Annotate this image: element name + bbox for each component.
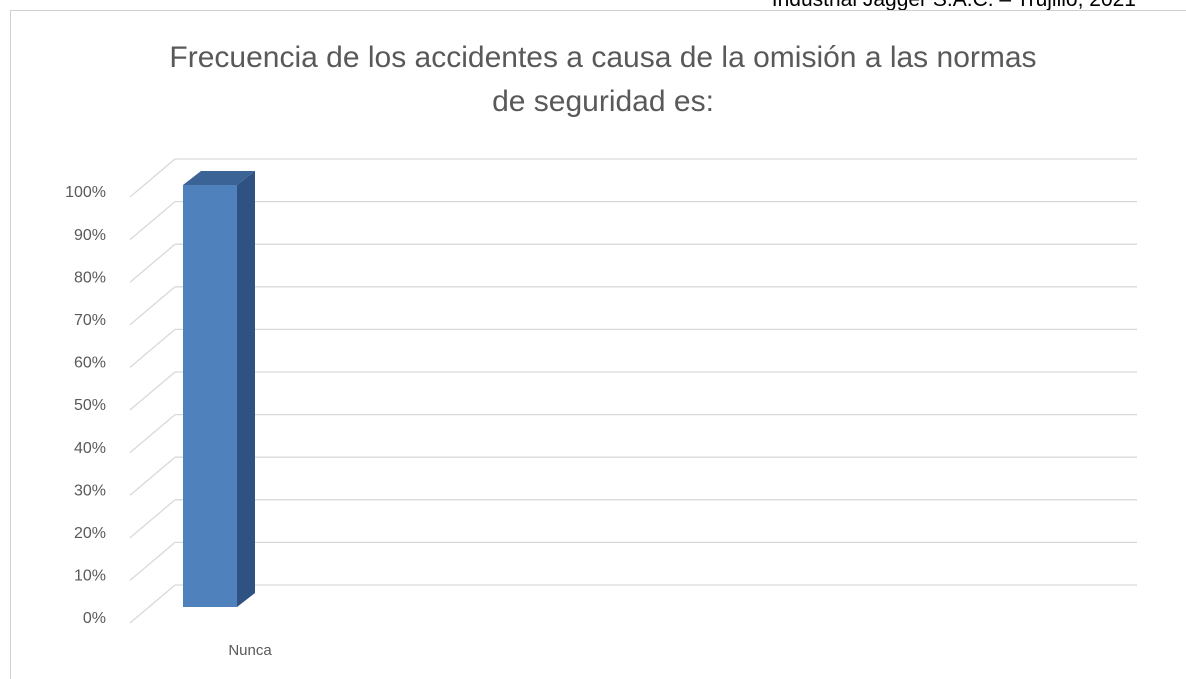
grid-line-side bbox=[129, 243, 176, 283]
chart-frame bbox=[10, 10, 1186, 679]
bar bbox=[183, 171, 255, 607]
bar-side bbox=[237, 171, 255, 607]
grid-line-side bbox=[129, 414, 176, 454]
grid-line-side bbox=[129, 371, 176, 411]
y-tick-label: 40% bbox=[74, 440, 106, 457]
y-tick-label: 10% bbox=[74, 568, 106, 585]
x-tick-label: Nunca bbox=[228, 642, 272, 659]
grid-line-side bbox=[129, 158, 176, 198]
y-tick-label: 80% bbox=[74, 269, 106, 286]
grid-line-side bbox=[129, 541, 176, 581]
y-tick-label: 30% bbox=[74, 482, 106, 499]
y-tick-label: 50% bbox=[74, 397, 106, 414]
bar-top bbox=[183, 171, 255, 185]
y-tick-label: 70% bbox=[74, 312, 106, 329]
page-header: Industrial Jagger S.A.C. – Trujillo, 202… bbox=[772, 0, 1136, 12]
y-tick-label: 20% bbox=[74, 525, 106, 542]
y-tick-label: 0% bbox=[83, 610, 106, 627]
grid-line-side bbox=[129, 286, 176, 326]
grid-line-side bbox=[129, 456, 176, 496]
grid-line-side bbox=[129, 499, 176, 539]
chart-title: Frecuencia de los accidentes a causa de … bbox=[169, 41, 1037, 118]
grid-line-side bbox=[129, 584, 176, 624]
grid-line-side bbox=[129, 328, 176, 368]
y-tick-label: 60% bbox=[74, 355, 106, 372]
y-tick-label: 100% bbox=[65, 184, 106, 201]
y-tick-label: 90% bbox=[74, 227, 106, 244]
bar-front bbox=[183, 185, 237, 607]
grid-line-side bbox=[129, 201, 176, 241]
